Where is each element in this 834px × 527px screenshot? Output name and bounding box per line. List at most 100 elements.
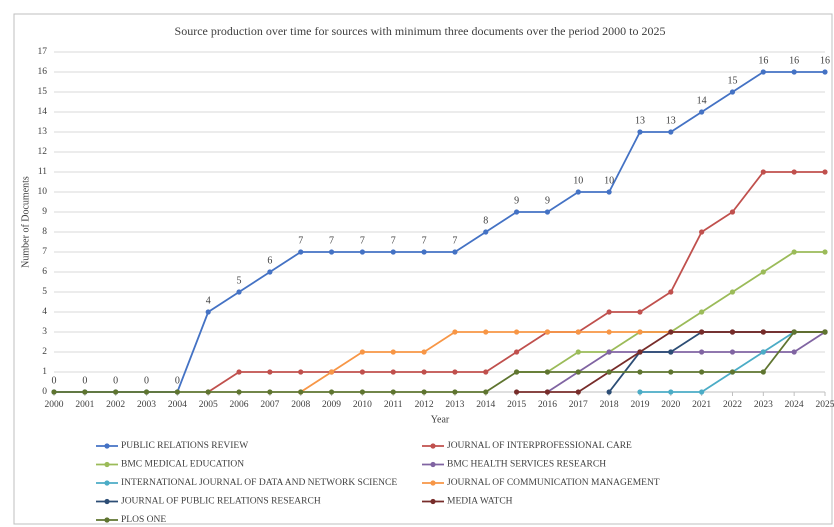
legend-marker <box>104 461 110 468</box>
series-marker <box>699 229 705 235</box>
series-marker <box>729 329 736 335</box>
y-axis-label: Number of Documents <box>20 176 31 268</box>
series-marker <box>359 349 365 355</box>
data-label: 0 <box>175 375 180 386</box>
legend-marker <box>430 461 436 468</box>
x-tick-label: 2021 <box>692 400 711 410</box>
series-marker <box>575 329 581 335</box>
series-marker <box>760 269 766 275</box>
x-tick-label: 2017 <box>569 400 588 410</box>
data-label: 0 <box>82 375 87 386</box>
data-label: 16 <box>758 55 768 66</box>
series-marker <box>236 289 242 295</box>
series-marker <box>668 389 674 395</box>
series-marker <box>606 309 612 315</box>
series-marker <box>298 389 304 395</box>
series-marker <box>760 369 766 375</box>
data-label: 8 <box>483 215 488 226</box>
legend-marker <box>104 498 110 505</box>
data-label: 7 <box>298 235 303 246</box>
chart-title: Source production over time for sources … <box>175 24 666 38</box>
y-tick-label: 17 <box>38 47 48 57</box>
series-marker <box>514 329 520 335</box>
x-tick-label: 2018 <box>600 400 619 410</box>
series-line <box>54 331 825 393</box>
x-tick-label: 2001 <box>75 400 94 410</box>
x-tick-label: 2002 <box>106 400 125 410</box>
series-marker <box>637 329 643 335</box>
series-marker <box>668 129 674 135</box>
series-marker <box>390 389 396 395</box>
series-marker <box>575 369 581 375</box>
series-marker <box>729 89 736 95</box>
series-marker <box>699 109 705 115</box>
x-tick-label: 2005 <box>199 400 218 410</box>
series-marker <box>791 169 797 175</box>
y-tick-label: 2 <box>42 347 47 357</box>
series-marker <box>760 329 766 335</box>
legend-label: JOURNAL OF COMMUNICATION MANAGEMENT <box>447 478 660 488</box>
y-tick-label: 7 <box>42 247 47 257</box>
y-tick-label: 13 <box>38 127 48 137</box>
series-marker <box>113 389 119 395</box>
legend-marker <box>430 498 436 505</box>
data-label: 0 <box>52 375 57 386</box>
x-tick-label: 2004 <box>168 400 187 410</box>
series-marker <box>729 369 736 375</box>
data-label: 10 <box>573 175 583 186</box>
series-marker <box>822 169 828 175</box>
data-label: 7 <box>452 235 457 246</box>
series-marker <box>514 209 520 215</box>
series-marker <box>328 249 335 255</box>
series-marker <box>699 329 705 335</box>
series-marker <box>822 329 828 335</box>
series-marker <box>544 369 551 375</box>
y-tick-label: 15 <box>38 87 48 97</box>
series-marker <box>421 389 427 395</box>
y-tick-label: 0 <box>42 387 47 397</box>
x-tick-label: 2012 <box>415 400 434 410</box>
x-tick-label: 2007 <box>260 400 279 410</box>
series-marker <box>328 389 335 395</box>
data-label: 4 <box>206 295 211 306</box>
data-label: 16 <box>789 55 799 66</box>
series-marker <box>606 349 612 355</box>
series-marker <box>575 349 581 355</box>
series-marker <box>236 389 242 395</box>
x-tick-label: 2019 <box>630 400 649 410</box>
series-marker <box>328 369 335 375</box>
x-tick-label: 2014 <box>476 400 495 410</box>
series-marker <box>452 369 458 375</box>
series-marker <box>791 249 797 255</box>
series-marker <box>514 349 520 355</box>
series-marker <box>760 349 766 355</box>
series-marker <box>699 389 705 395</box>
series-marker <box>637 309 643 315</box>
series-marker <box>452 329 458 335</box>
series-marker <box>267 269 273 275</box>
y-tick-label: 9 <box>42 207 47 217</box>
series-marker <box>514 389 520 395</box>
series-marker <box>637 369 643 375</box>
legend-label: JOURNAL OF PUBLIC RELATIONS RESEARCH <box>121 497 321 507</box>
y-tick-label: 8 <box>42 227 47 237</box>
y-tick-label: 10 <box>38 187 48 197</box>
series-marker <box>390 369 396 375</box>
data-label: 13 <box>635 115 645 126</box>
data-label: 15 <box>727 75 737 86</box>
y-tick-label: 12 <box>38 147 48 157</box>
series-marker <box>174 389 180 395</box>
series-marker <box>637 129 643 135</box>
legend-label: MEDIA WATCH <box>447 497 513 507</box>
y-tick-label: 5 <box>42 287 47 297</box>
x-tick-label: 2013 <box>445 400 464 410</box>
legend-label: JOURNAL OF INTERPROFESSIONAL CARE <box>447 441 632 451</box>
legend-marker <box>104 517 110 523</box>
series-marker <box>390 249 396 255</box>
series-marker <box>267 389 273 395</box>
x-tick-label: 2020 <box>661 400 680 410</box>
legend-label: BMC MEDICAL EDUCATION <box>121 460 244 470</box>
series-marker <box>729 209 736 215</box>
series-marker <box>637 349 643 355</box>
legend-label: PUBLIC RELATIONS REVIEW <box>121 441 248 451</box>
